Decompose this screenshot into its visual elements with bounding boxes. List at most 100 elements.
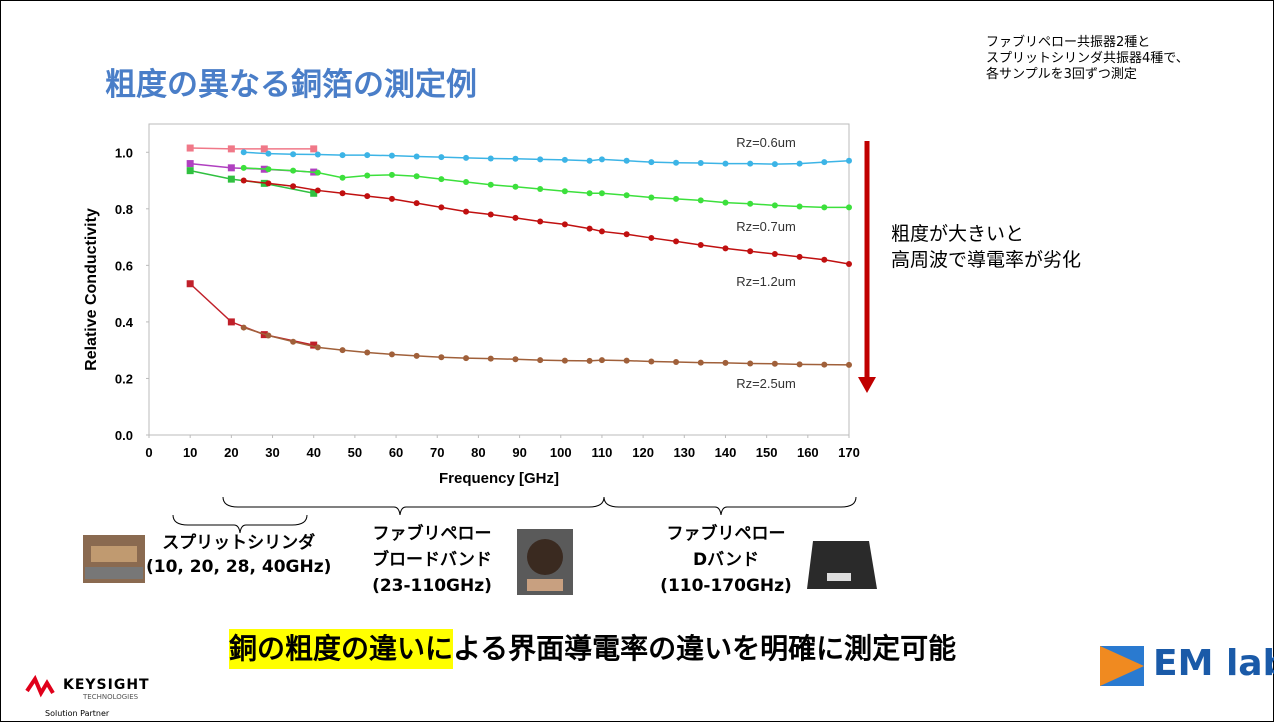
- point: [364, 172, 371, 179]
- point: [265, 180, 272, 187]
- point: [722, 245, 729, 252]
- annotation: Rz=0.6um: [736, 135, 796, 150]
- point: [314, 169, 321, 176]
- point: [186, 280, 194, 288]
- x-tick-label: 160: [797, 445, 819, 460]
- point: [586, 190, 593, 197]
- y-tick-label: 0.0: [115, 428, 133, 443]
- point: [747, 160, 754, 167]
- point: [586, 225, 593, 232]
- logo-text: TECHNOLOGIES: [83, 693, 139, 701]
- x-tick-label: 90: [512, 445, 526, 460]
- point: [240, 149, 247, 156]
- x-tick-label: 30: [265, 445, 279, 460]
- x-tick-label: 170: [838, 445, 860, 460]
- annotation: Rz=0.7um: [736, 219, 796, 234]
- label-line: (10, 20, 28, 40GHz): [146, 557, 332, 577]
- arrow-head: [858, 377, 876, 393]
- bracket: [222, 496, 605, 516]
- point: [310, 145, 318, 153]
- instrument-icon: [517, 529, 573, 595]
- point: [648, 159, 655, 166]
- point: [388, 195, 395, 202]
- point: [463, 154, 470, 161]
- point: [186, 144, 194, 152]
- x-tick-label: 110: [591, 445, 612, 460]
- point: [697, 160, 704, 167]
- point: [339, 152, 346, 159]
- point: [438, 354, 445, 361]
- plot-frame: [148, 123, 850, 436]
- point: [227, 318, 235, 326]
- label-line: ファブリペロー: [666, 524, 786, 544]
- point: [463, 178, 470, 185]
- point: [364, 193, 371, 200]
- point: [388, 351, 395, 358]
- point: [771, 360, 778, 367]
- instrument-label: スプリットシリンダ (10, 20, 28, 40GHz): [146, 531, 331, 579]
- point: [747, 200, 754, 207]
- point: [413, 352, 420, 359]
- label-line: (110-170GHz): [660, 576, 792, 596]
- point: [648, 234, 655, 241]
- point: [290, 183, 297, 190]
- point: [364, 152, 371, 159]
- point: [771, 161, 778, 168]
- x-tick-label: 0: [145, 445, 152, 460]
- tagline: 銅の粗度の違いによる界面導電率の違いを明確に測定可能: [229, 629, 956, 669]
- note: ファブリペロー共振器2種と スプリットシリンダ共振器4種で、 各サンプルを3回ず…: [986, 35, 1189, 83]
- x-tick-label: 120: [632, 445, 654, 460]
- point: [537, 218, 544, 225]
- point: [265, 332, 272, 339]
- point: [796, 203, 803, 210]
- point: [747, 360, 754, 367]
- point: [537, 357, 544, 364]
- series-line: [243, 179, 850, 265]
- point: [438, 204, 445, 211]
- point: [227, 145, 235, 153]
- series-line: [190, 147, 314, 150]
- instrument-icon: [807, 541, 877, 589]
- point: [598, 357, 605, 364]
- point: [586, 157, 593, 164]
- point: [796, 253, 803, 260]
- point: [290, 167, 297, 174]
- keysight-logo: [25, 674, 55, 698]
- point: [487, 181, 494, 188]
- point: [413, 153, 420, 160]
- point: [339, 347, 346, 354]
- slide-title: 粗度の異なる銅箔の測定例: [105, 67, 477, 103]
- point: [821, 204, 828, 211]
- point: [673, 159, 680, 166]
- point: [339, 190, 346, 197]
- label-line: (23-110GHz): [372, 576, 492, 596]
- point: [561, 221, 568, 228]
- point: [722, 199, 729, 206]
- y-axis-label: Relative Conductivity: [83, 208, 100, 371]
- point: [623, 231, 630, 238]
- point: [240, 177, 247, 184]
- side-note: 粗度が大きいと 高周波で導電率が劣化: [891, 221, 1081, 273]
- y-tick-label: 1.0: [115, 145, 133, 160]
- point: [673, 238, 680, 245]
- instrument-label: ファブリペロー ブロードバンド (23-110GHz): [357, 521, 507, 599]
- point: [537, 186, 544, 193]
- point: [846, 361, 852, 368]
- highlight: [229, 629, 453, 669]
- point: [561, 188, 568, 195]
- point: [598, 156, 605, 163]
- point: [697, 242, 704, 249]
- point: [796, 160, 803, 167]
- point: [290, 338, 297, 345]
- label-line: Dバンド: [693, 550, 759, 570]
- x-tick-label: 10: [183, 445, 197, 460]
- point: [339, 174, 346, 181]
- logo-text: KEYSIGHT: [63, 677, 150, 693]
- point: [771, 251, 778, 258]
- y-tick-label: 0.2: [115, 371, 133, 386]
- point: [314, 187, 321, 194]
- point: [260, 145, 268, 153]
- point: [697, 197, 704, 204]
- point: [438, 176, 445, 183]
